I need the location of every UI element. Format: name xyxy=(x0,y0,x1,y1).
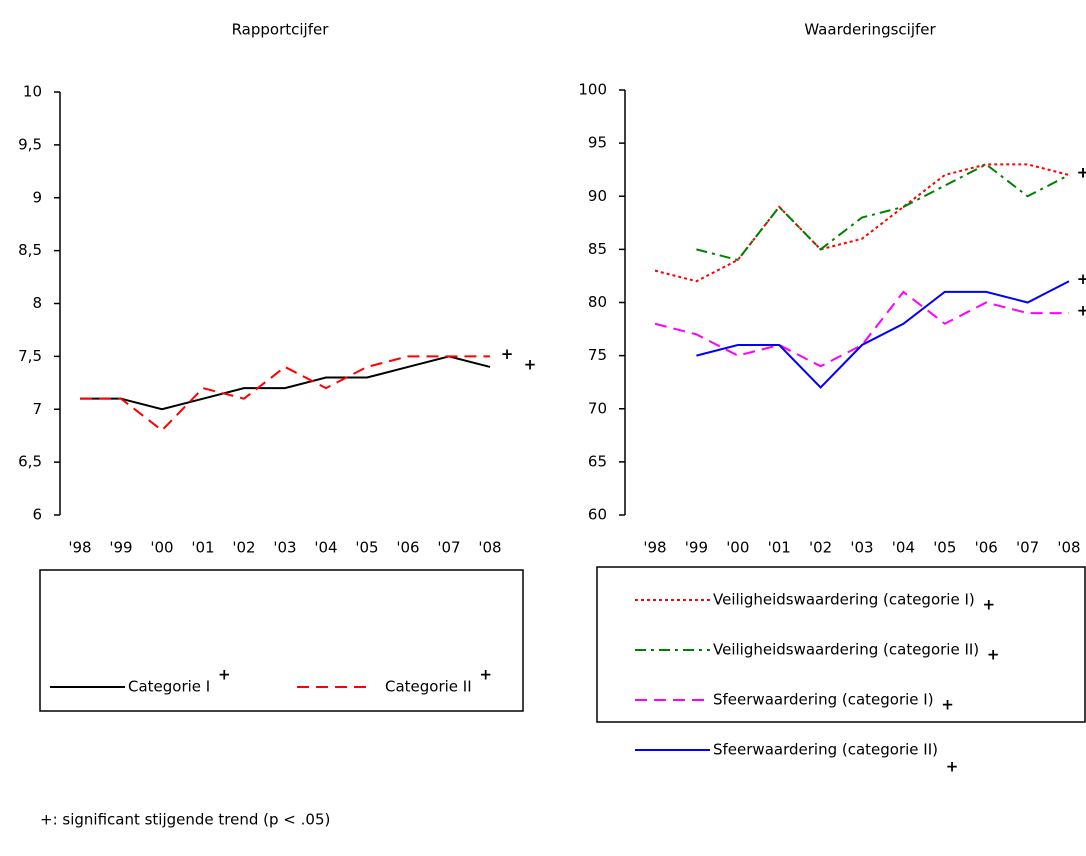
legend-label: Categorie II xyxy=(385,678,472,696)
y-tick-label: 9,5 xyxy=(18,135,42,153)
series-line xyxy=(696,280,1070,389)
legend-label: Veiligheidswaardering (categorie I) xyxy=(713,591,975,609)
x-tick-label: '01 xyxy=(191,539,214,557)
y-tick-label: 6,5 xyxy=(18,453,42,471)
y-tick-label: 9 xyxy=(32,188,42,206)
series-line xyxy=(654,163,1070,283)
x-tick-label: '06 xyxy=(975,539,998,557)
x-tick-label: '03 xyxy=(850,539,873,557)
y-tick-label: 8 xyxy=(32,294,42,312)
significance-mark: + xyxy=(1077,164,1086,182)
x-tick-label: '00 xyxy=(150,539,173,557)
significance-mark: + xyxy=(1077,302,1086,320)
x-tick-label: '00 xyxy=(726,539,749,557)
x-tick-label: '08 xyxy=(1057,539,1080,557)
x-tick-label: '07 xyxy=(437,539,460,557)
series-line xyxy=(654,290,1069,368)
significance-mark: + xyxy=(501,345,514,363)
y-tick-label: 90 xyxy=(588,187,607,205)
legend-significance-mark: + xyxy=(982,596,995,614)
x-tick-label: '05 xyxy=(933,539,956,557)
y-tick-label: 80 xyxy=(588,293,607,311)
significance-mark: + xyxy=(524,355,537,373)
y-tick-label: 85 xyxy=(588,240,607,258)
x-tick-label: '02 xyxy=(809,539,832,557)
significance-mark: + xyxy=(1077,270,1086,288)
x-tick-label: '98 xyxy=(68,539,91,557)
x-tick-label: '99 xyxy=(685,539,708,557)
legend-box xyxy=(596,566,1086,723)
x-tick-label: '02 xyxy=(232,539,255,557)
series-line xyxy=(696,163,1070,262)
legend-label: Categorie I xyxy=(128,678,210,696)
legend-significance-mark: + xyxy=(946,758,959,776)
legend-box xyxy=(39,569,524,712)
x-tick-label: '98 xyxy=(643,539,666,557)
significance-mark: + xyxy=(1077,164,1086,182)
y-tick-label: 10 xyxy=(23,83,42,101)
x-tick-label: '03 xyxy=(273,539,296,557)
y-tick-label: 6 xyxy=(32,506,42,524)
y-tick-label: 95 xyxy=(588,134,607,152)
x-tick-label: '05 xyxy=(355,539,378,557)
y-tick-label: 7 xyxy=(32,400,42,418)
y-tick-label: 100 xyxy=(578,81,607,99)
legend-label: Veiligheidswaardering (categorie II) xyxy=(713,641,979,659)
legend-label: Sfeerwaardering (categorie I) xyxy=(713,691,934,709)
legend-label: Sfeerwaardering (categorie II) xyxy=(713,741,938,759)
footnote: +: significant stijgende trend (p < .05) xyxy=(40,811,330,829)
chart-title: Rapportcijfer xyxy=(232,21,330,39)
series-line xyxy=(80,355,490,432)
x-tick-label: '99 xyxy=(109,539,132,557)
y-tick-label: 60 xyxy=(588,506,607,524)
legend-significance-mark: + xyxy=(218,666,231,684)
x-tick-label: '07 xyxy=(1016,539,1039,557)
legend-significance-mark: + xyxy=(479,666,492,684)
series-line xyxy=(80,355,491,411)
legend-significance-mark: + xyxy=(941,696,954,714)
x-tick-label: '04 xyxy=(892,539,915,557)
y-tick-label: 65 xyxy=(588,452,607,470)
x-tick-label: '01 xyxy=(768,539,791,557)
x-tick-label: '04 xyxy=(314,539,337,557)
y-tick-label: 70 xyxy=(588,399,607,417)
legend-significance-mark: + xyxy=(987,646,1000,664)
y-tick-label: 8,5 xyxy=(18,241,42,259)
x-tick-label: '06 xyxy=(396,539,419,557)
x-tick-label: '08 xyxy=(478,539,501,557)
y-tick-label: 7,5 xyxy=(18,347,42,365)
y-tick-label: 75 xyxy=(588,346,607,364)
chart-title: Waarderingscijfer xyxy=(804,21,936,39)
